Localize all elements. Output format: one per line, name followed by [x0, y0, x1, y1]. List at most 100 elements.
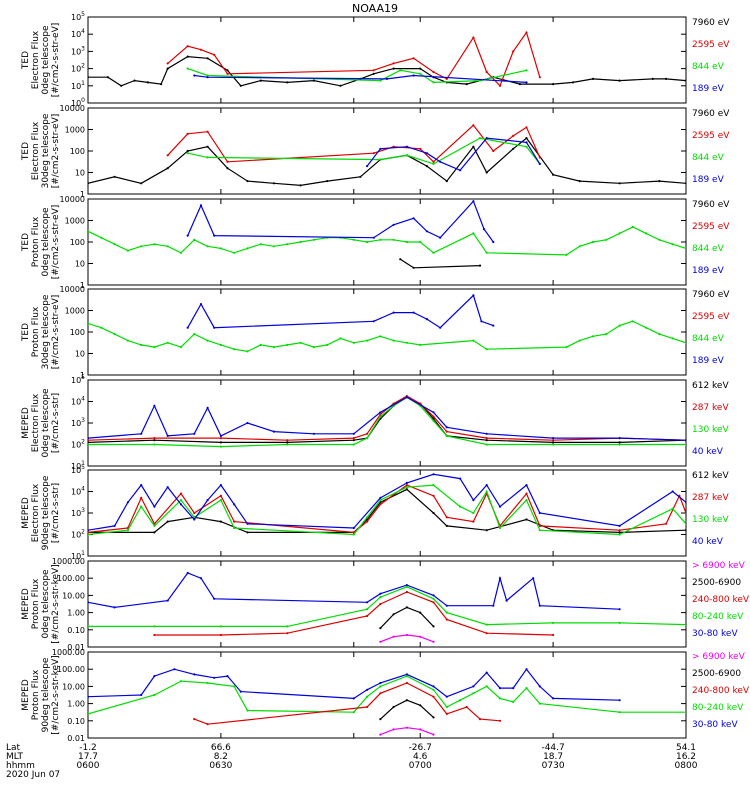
y-axis-label: TEDElectron Flux30deg telescope[#/cm2-s-…: [21, 113, 61, 188]
y-axis-label-line: 0deg telescope: [41, 207, 51, 277]
data-point: [379, 411, 382, 414]
panel-frame: [87, 560, 687, 648]
data-point: [432, 70, 435, 74]
data-point: [133, 79, 136, 82]
data-point: [385, 77, 389, 80]
data-point: [412, 217, 415, 220]
data-point: [153, 439, 156, 442]
data-point: [459, 699, 462, 702]
y-axis-label: MEPEDProton Flux0deg telescope[#/cm2-s-s…: [21, 564, 61, 643]
data-point: [525, 492, 528, 495]
data-point: [472, 145, 475, 148]
data-point: [326, 343, 329, 346]
series-line: [187, 137, 541, 165]
data-point: [472, 339, 475, 342]
series-group: [88, 668, 686, 736]
data-point: [591, 335, 595, 338]
data-point: [525, 484, 528, 487]
x-axis-row-label: MLT: [6, 752, 24, 762]
data-point: [379, 499, 382, 502]
data-point: [552, 443, 555, 446]
y-tick-label: 101: [71, 460, 85, 471]
y-axis-label-line: TED: [21, 233, 31, 252]
data-point: [405, 633, 408, 637]
data-point: [88, 529, 90, 532]
data-point: [578, 245, 581, 248]
data-point: [658, 333, 661, 336]
data-point: [485, 685, 488, 688]
legend-entry: 189 eV: [692, 175, 725, 185]
x-tick-label: 17.7: [78, 752, 98, 762]
data-point: [126, 339, 129, 342]
data-point: [405, 481, 408, 484]
data-point: [352, 341, 355, 344]
legend-entry: 7960 eV: [692, 18, 730, 28]
data-point: [684, 501, 686, 504]
data-point: [88, 76, 90, 79]
data-point: [140, 496, 143, 499]
y-tick-label: 105: [71, 464, 85, 475]
data-point: [372, 72, 375, 75]
x-tick-label: 0600: [77, 761, 100, 771]
data-point: [651, 77, 654, 80]
data-point: [618, 699, 621, 702]
data-point: [671, 490, 674, 493]
data-point: [432, 411, 435, 414]
data-point: [140, 182, 143, 185]
data-point: [525, 145, 528, 148]
series-line: [167, 31, 541, 87]
legend-entry: 7960 eV: [692, 200, 730, 210]
y-axis-label: TEDProton Flux0deg telescope[#/cm2-s-str…: [21, 205, 61, 280]
data-point: [525, 668, 528, 671]
data-point: [485, 437, 488, 440]
data-point: [459, 169, 462, 172]
legend-entry: 7960 eV: [692, 109, 730, 119]
data-point: [113, 333, 116, 336]
data-point: [259, 243, 262, 246]
data-point: [352, 533, 355, 536]
data-point: [186, 152, 189, 155]
data-point: [472, 294, 475, 297]
data-point: [525, 69, 528, 72]
data-point: [140, 432, 143, 435]
data-point: [166, 341, 169, 344]
data-point: [498, 577, 502, 580]
y-axis-label-line: Electron Flux: [31, 393, 41, 452]
data-point: [472, 692, 475, 695]
series-line: [88, 484, 686, 536]
data-point: [153, 243, 156, 246]
data-point: [299, 341, 302, 344]
data-point: [445, 604, 448, 607]
data-point: [126, 501, 129, 504]
data-point: [140, 343, 143, 346]
x-axis-row-label: 2020 Jun 07: [6, 770, 60, 780]
y-tick-label: 1.00: [67, 609, 85, 618]
y-tick-label: 0.01: [67, 734, 85, 743]
y-tick-label: 103: [71, 417, 85, 428]
data-point: [399, 69, 402, 72]
y-axis-label-line: Electron Flux: [31, 121, 41, 180]
panel-frame: [87, 651, 687, 739]
data-point: [193, 432, 196, 435]
legend-entry: 2595 eV: [692, 222, 730, 232]
data-point: [498, 697, 502, 700]
data-point: [299, 184, 302, 187]
data-point: [272, 430, 276, 433]
legend-entry: 7960 eV: [692, 290, 730, 300]
data-point: [193, 718, 196, 721]
y-axis-label-line: Proton Flux: [31, 669, 41, 720]
data-point: [213, 53, 216, 56]
data-point: [432, 716, 435, 719]
data-point: [259, 79, 262, 82]
series-line: [88, 572, 620, 610]
legend-entry: 2500-6900: [692, 578, 741, 588]
data-point: [226, 69, 229, 72]
legend-entry: 844 eV: [692, 244, 725, 254]
data-point: [618, 533, 621, 536]
y-tick-label: 1: [80, 281, 85, 290]
data-point: [405, 590, 408, 594]
data-point: [120, 84, 123, 87]
data-point: [684, 511, 686, 515]
